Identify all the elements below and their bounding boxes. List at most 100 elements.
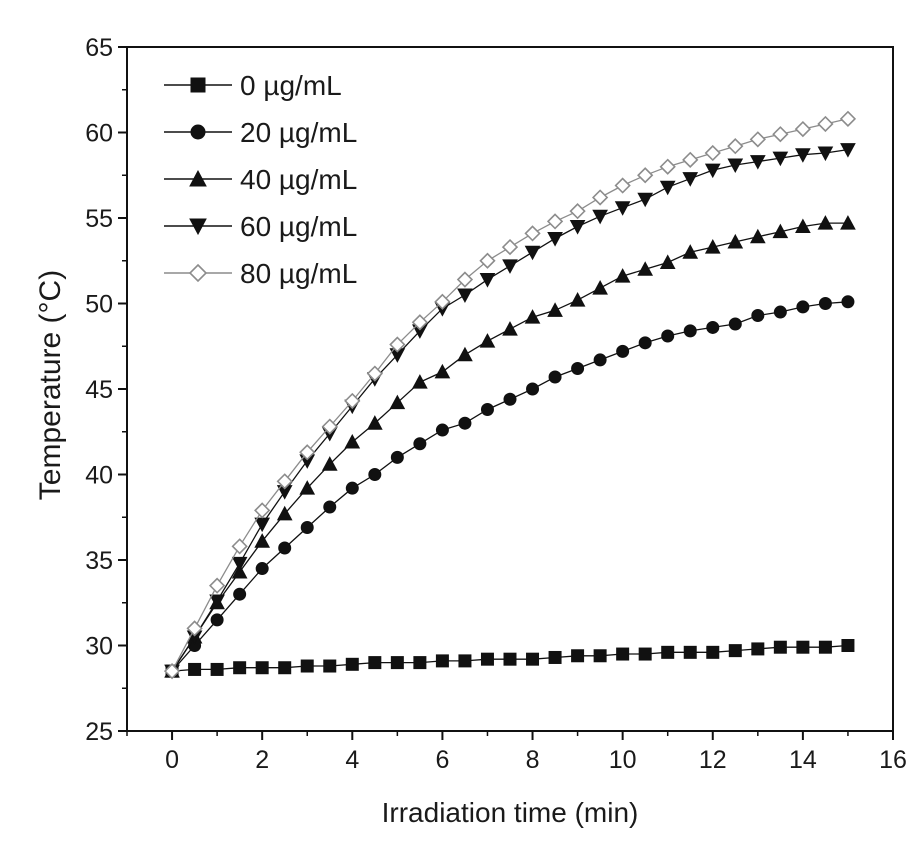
data-point — [256, 563, 268, 575]
data-point — [638, 193, 652, 206]
data-point — [211, 614, 223, 626]
data-point — [301, 660, 313, 672]
data-point — [593, 190, 607, 204]
data-point — [279, 542, 291, 554]
data-point — [369, 469, 381, 481]
data-point — [504, 653, 516, 665]
data-point — [527, 383, 539, 395]
data-point — [841, 112, 855, 126]
data-point — [661, 181, 675, 194]
data-point — [662, 330, 674, 342]
data-point — [594, 650, 606, 662]
data-point — [211, 663, 223, 675]
data-point — [548, 303, 562, 316]
data-point — [638, 168, 652, 182]
data-point — [191, 125, 205, 139]
data-point — [842, 296, 854, 308]
data-point — [255, 518, 269, 531]
data-point — [549, 651, 561, 663]
data-point — [436, 655, 448, 667]
data-point — [706, 164, 720, 177]
data-point — [481, 653, 493, 665]
series-1 — [166, 296, 854, 677]
data-point — [617, 648, 629, 660]
data-point — [279, 662, 291, 674]
y-tick-label: 40 — [85, 462, 113, 490]
data-point — [414, 657, 426, 669]
data-point — [301, 522, 313, 534]
data-point — [683, 173, 697, 186]
series-line — [172, 223, 848, 671]
data-point — [345, 435, 359, 448]
series-layer — [165, 112, 855, 678]
data-point — [190, 265, 206, 281]
data-point — [548, 233, 562, 246]
data-point — [480, 334, 494, 347]
x-tick-label: 2 — [255, 746, 269, 774]
data-point — [527, 653, 539, 665]
data-point — [773, 127, 787, 141]
data-point — [191, 78, 205, 92]
data-point — [391, 451, 403, 463]
legend-label: 60 µg/mL — [240, 211, 357, 242]
plot-border — [127, 47, 893, 731]
data-point — [593, 210, 607, 223]
y-axis-label: Temperature (°C) — [34, 270, 67, 500]
data-point — [706, 146, 720, 160]
data-point — [571, 293, 585, 306]
data-point — [572, 362, 584, 374]
series-0 — [166, 640, 854, 678]
x-tick-label: 12 — [699, 746, 727, 774]
data-point — [459, 417, 471, 429]
data-point — [458, 348, 472, 361]
data-point — [707, 321, 719, 333]
data-point — [526, 226, 540, 240]
legend-label: 40 µg/mL — [240, 164, 357, 195]
x-tick-label: 8 — [526, 746, 540, 774]
legend-item: 80 µg/mL — [164, 258, 357, 289]
data-point — [503, 240, 517, 254]
data-point — [391, 657, 403, 669]
data-point — [616, 179, 630, 193]
data-point — [189, 663, 201, 675]
y-tick-label: 25 — [85, 718, 113, 746]
legend-item: 0 µg/mL — [164, 70, 342, 101]
y-tick-label: 45 — [85, 376, 113, 404]
y-tick-label: 30 — [85, 633, 113, 661]
data-point — [504, 393, 516, 405]
data-point — [684, 646, 696, 658]
data-point — [752, 309, 764, 321]
legend-item: 60 µg/mL — [164, 211, 357, 242]
x-tick-label: 6 — [435, 746, 449, 774]
data-point — [346, 658, 358, 670]
data-point — [593, 281, 607, 294]
data-point — [616, 269, 630, 282]
data-point — [638, 262, 652, 275]
data-point — [752, 643, 764, 655]
data-point — [413, 375, 427, 388]
data-point — [571, 221, 585, 234]
data-point — [819, 641, 831, 653]
data-point — [346, 482, 358, 494]
data-point — [796, 122, 810, 136]
data-point — [751, 132, 765, 146]
data-point — [480, 274, 494, 287]
data-point — [728, 139, 742, 153]
data-point — [684, 325, 696, 337]
legend-item: 40 µg/mL — [164, 164, 357, 195]
data-point — [774, 641, 786, 653]
data-point — [818, 117, 832, 131]
data-point — [639, 648, 651, 660]
x-axis: 0246810121416 — [127, 731, 907, 774]
data-point — [707, 646, 719, 658]
y-tick-label: 35 — [85, 547, 113, 575]
y-tick-label: 60 — [85, 120, 113, 148]
x-tick-label: 4 — [345, 746, 359, 774]
data-point — [526, 246, 540, 259]
data-point — [436, 424, 448, 436]
x-tick-label: 16 — [879, 746, 907, 774]
data-point — [594, 354, 606, 366]
data-point — [797, 641, 809, 653]
data-point — [503, 260, 517, 273]
